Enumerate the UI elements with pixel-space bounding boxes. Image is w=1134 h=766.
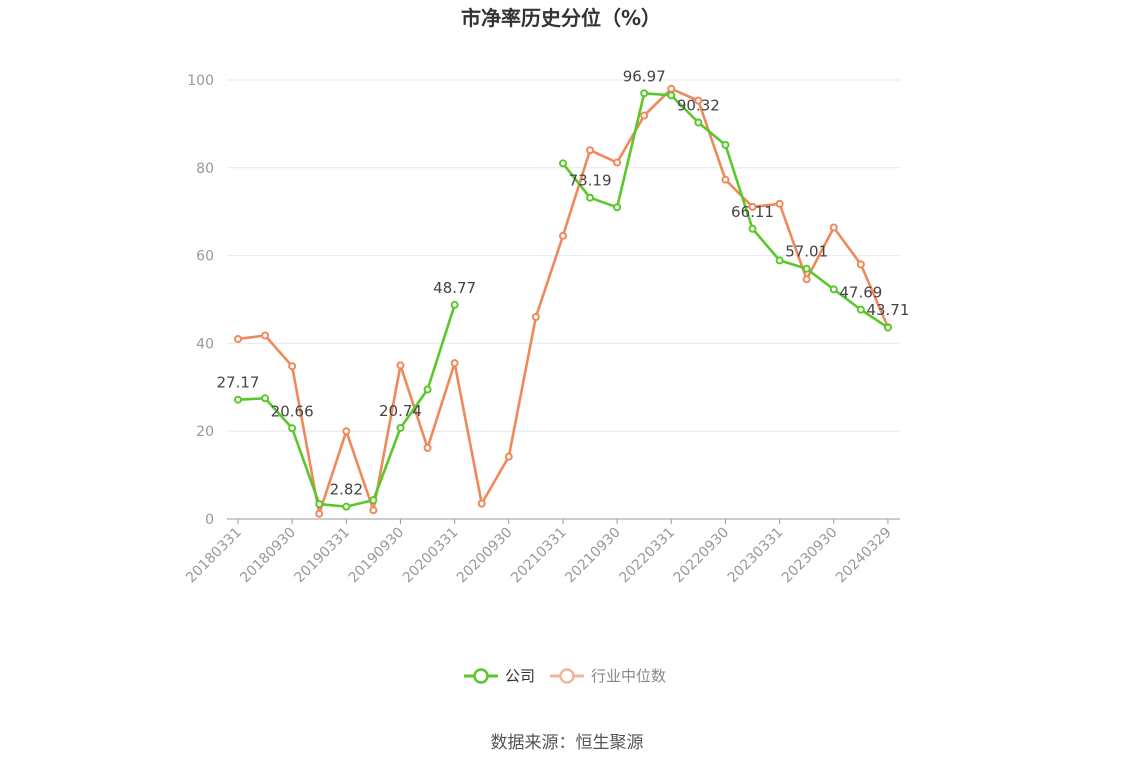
- x-tick-label: 20180331: [183, 525, 245, 587]
- y-tick-label: 100: [187, 73, 214, 89]
- source-note: 数据来源：恒生聚源: [491, 733, 644, 753]
- y-tick-label: 20: [196, 424, 214, 440]
- y-tick-label: 80: [196, 161, 214, 177]
- data-point[interactable]: [558, 159, 567, 168]
- data-point[interactable]: [450, 359, 459, 368]
- legend-label: 公司: [505, 667, 535, 685]
- data-label: 20.66: [271, 402, 314, 420]
- data-point[interactable]: [613, 158, 622, 167]
- legend[interactable]: 公司 行业中位数: [464, 667, 666, 685]
- data-point[interactable]: [721, 140, 730, 149]
- data-point[interactable]: [558, 231, 567, 240]
- data-point[interactable]: [694, 96, 703, 105]
- legend-marker: [473, 668, 489, 684]
- data-point[interactable]: [667, 91, 676, 100]
- grid: [227, 79, 900, 432]
- data-point[interactable]: [667, 84, 676, 93]
- data-point[interactable]: [748, 224, 757, 233]
- x-tick-label: 20190930: [346, 525, 408, 587]
- data-label: 27.17: [217, 374, 260, 392]
- legend-item-industry-median[interactable]: 行业中位数: [550, 667, 666, 685]
- data-label: 96.97: [623, 67, 666, 85]
- data-point[interactable]: [802, 264, 811, 273]
- series-industry-median: [234, 84, 892, 518]
- data-label: 66.11: [731, 203, 774, 221]
- x-tick-label: 20220331: [616, 525, 678, 587]
- x-tick-label: 20230331: [725, 525, 787, 587]
- legend-item-company[interactable]: 公司: [464, 667, 535, 685]
- data-labels: 27.17 20.66 2.82 20.74 48.77 73.19 96.97 90.32 6…: [217, 67, 910, 498]
- data-point[interactable]: [369, 496, 378, 505]
- data-point[interactable]: [261, 331, 270, 340]
- series-line: [237, 87, 890, 516]
- y-tick-label: 60: [196, 249, 214, 265]
- data-point[interactable]: [369, 506, 378, 515]
- data-point[interactable]: [450, 300, 459, 309]
- data-label: 20.74: [379, 402, 422, 420]
- x-axis: 2018033120180930201903312019093020200331…: [183, 518, 900, 587]
- data-point[interactable]: [423, 385, 432, 394]
- data-point[interactable]: [288, 362, 297, 371]
- plot-area: [234, 84, 892, 518]
- data-point[interactable]: [802, 275, 811, 284]
- data-point[interactable]: [883, 323, 892, 332]
- data-label: 73.19: [569, 172, 612, 190]
- data-point[interactable]: [586, 146, 595, 155]
- data-label: 47.69: [839, 284, 882, 302]
- data-point[interactable]: [396, 423, 405, 432]
- x-tick-label: 20220930: [671, 525, 733, 587]
- data-point[interactable]: [694, 118, 703, 127]
- y-tick-label: 40: [196, 336, 214, 352]
- data-point[interactable]: [504, 452, 513, 461]
- data-point[interactable]: [315, 509, 324, 518]
- data-point[interactable]: [396, 361, 405, 370]
- y-axis: 0 20 40 60 80 100: [187, 73, 214, 528]
- x-tick-label: 20190331: [291, 525, 353, 587]
- y-tick-label: 0: [205, 512, 214, 528]
- data-point[interactable]: [342, 502, 351, 511]
- x-tick-label: 20210331: [508, 525, 570, 587]
- data-label: 48.77: [433, 279, 476, 297]
- data-point[interactable]: [775, 199, 784, 208]
- data-point[interactable]: [261, 394, 270, 403]
- data-point[interactable]: [721, 175, 730, 184]
- x-tick-label: 20180930: [237, 525, 299, 587]
- data-point[interactable]: [640, 89, 649, 98]
- data-point[interactable]: [342, 427, 351, 436]
- data-point[interactable]: [423, 443, 432, 452]
- x-tick-label: 20200331: [400, 525, 462, 587]
- data-point[interactable]: [531, 313, 540, 322]
- data-point[interactable]: [613, 203, 622, 212]
- x-tick-label: 20210930: [562, 525, 624, 587]
- data-label: 2.82: [330, 481, 363, 499]
- data-point[interactable]: [640, 111, 649, 120]
- chart-title: 市净率历史分位（%）: [461, 6, 661, 30]
- series-company: [234, 89, 892, 511]
- data-label: 43.71: [866, 301, 909, 319]
- data-point[interactable]: [748, 202, 757, 211]
- legend-marker: [559, 668, 575, 684]
- data-point[interactable]: [234, 395, 242, 404]
- data-point[interactable]: [586, 193, 595, 202]
- data-point[interactable]: [856, 305, 865, 314]
- data-point[interactable]: [288, 424, 297, 433]
- x-tick-label: 20200930: [454, 525, 516, 587]
- legend-label: 行业中位数: [591, 667, 666, 685]
- data-label: 90.32: [677, 96, 720, 114]
- x-tick-label: 20230930: [779, 525, 841, 587]
- data-label: 57.01: [785, 243, 828, 261]
- data-point[interactable]: [829, 223, 838, 232]
- data-point[interactable]: [234, 335, 242, 344]
- data-point[interactable]: [856, 260, 865, 269]
- data-point[interactable]: [477, 499, 486, 508]
- data-point[interactable]: [775, 256, 784, 265]
- x-tick-label: 20240329: [833, 525, 895, 587]
- data-point[interactable]: [315, 500, 324, 509]
- data-point[interactable]: [829, 285, 838, 294]
